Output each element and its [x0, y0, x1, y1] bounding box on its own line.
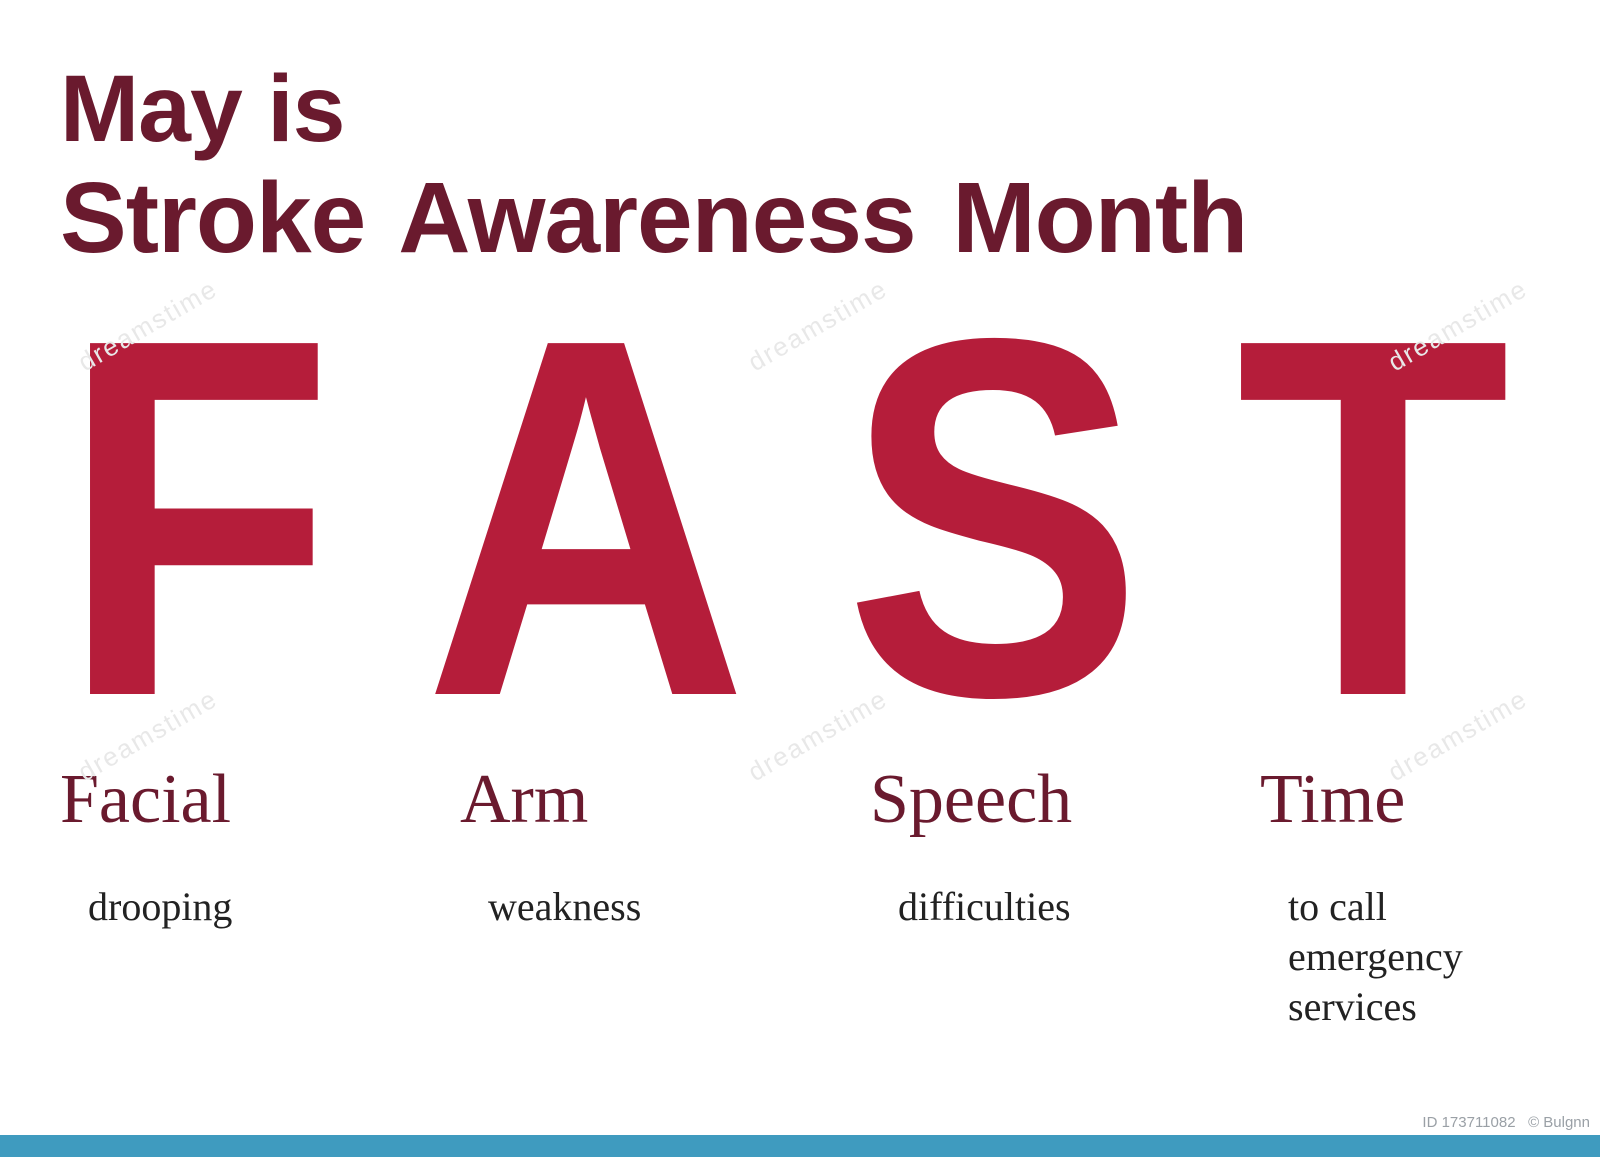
fast-letters-row: F A S T: [60, 309, 1540, 727]
credit-author: © Bulgnn: [1528, 1114, 1590, 1131]
word-time: Time: [1260, 760, 1560, 840]
desc-arm: weakness: [460, 882, 641, 932]
fast-letter-s: S: [844, 309, 1136, 727]
infographic-container: May is Stroke Awareness Month F A S T Fa…: [0, 0, 1600, 1157]
label-col-speech: Speech difficulties: [870, 760, 1072, 932]
label-col-time: Time to call emergency services: [1260, 760, 1560, 1032]
footer-accent-bar: [0, 1135, 1600, 1157]
desc-facial: drooping: [60, 882, 232, 932]
fast-letter-a: A: [424, 309, 741, 727]
desc-time: to call emergency services: [1260, 882, 1560, 1032]
fast-letter-t: T: [1236, 309, 1503, 727]
word-arm: Arm: [460, 760, 641, 840]
image-credit: ID 173711082 © Bulgnn: [1422, 1114, 1590, 1131]
heading-line-1: May is: [60, 60, 1540, 160]
word-speech: Speech: [870, 760, 1072, 840]
label-col-arm: Arm weakness: [460, 760, 641, 932]
credit-id: ID 173711082: [1422, 1114, 1515, 1131]
label-col-facial: Facial drooping: [60, 760, 232, 932]
word-facial: Facial: [60, 760, 232, 840]
desc-speech: difficulties: [870, 882, 1072, 932]
fast-letter-f: F: [60, 309, 327, 727]
